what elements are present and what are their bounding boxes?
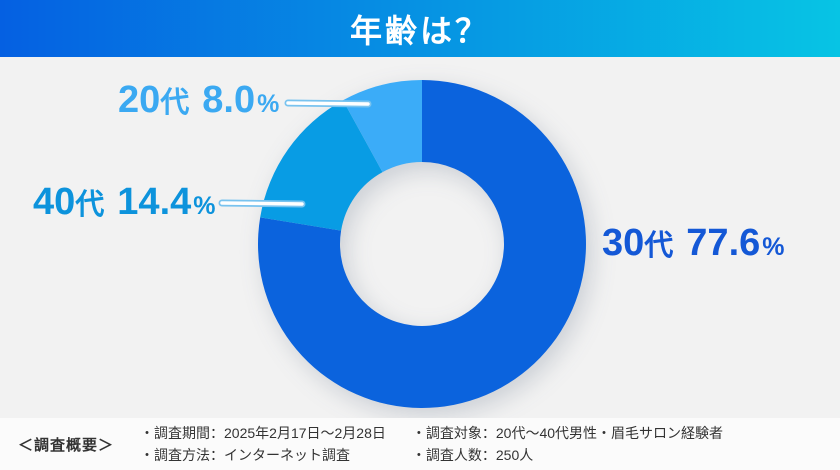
donut-segment-40代 [260, 100, 383, 231]
survey-count: ・調査人数：250人 [411, 447, 534, 463]
page-title: 年齢は？ [349, 12, 490, 49]
survey-overview-col2: ・調査対象：20代～40代男性・眉毛サロン経験者 ・調査人数：250人 [412, 422, 723, 466]
survey-target: ・調査対象：20代～40代男性・眉毛サロン経験者 [411, 425, 724, 441]
label-30s-age: 30 [602, 222, 645, 264]
label-20s-unit: % [257, 90, 280, 118]
donut-slices [257, 80, 586, 408]
label-20s: 20 代 8.0 % [118, 79, 279, 123]
label-30s: 30 代 77.6 % [602, 222, 785, 266]
label-20s-age: 20 [118, 79, 161, 121]
label-40s-value: 14.4 [117, 181, 192, 223]
chart-area: 20 代 8.0 % 40 代 14.4 % 30 代 77.6 % [0, 57, 840, 418]
label-30s-unit: % [762, 233, 785, 261]
survey-period: ・調査期間：2025年2月17日～2月28日 [140, 425, 386, 441]
label-20s-suffix: 代 [160, 87, 190, 119]
donut-segment-30代 [257, 80, 586, 408]
survey-overview-heading: ＜調査概要＞ [18, 436, 115, 454]
label-40s-suffix: 代 [75, 189, 105, 221]
survey-overview-footer: ＜調査概要＞ ・調査期間：2025年2月17日～2月28日 ・調査方法：インター… [0, 418, 840, 470]
label-40s-age: 40 [33, 181, 76, 223]
survey-method: ・調査方法：インターネット調査 [140, 447, 351, 463]
leader-lines [218, 99, 372, 208]
survey-overview-col1: ・調査期間：2025年2月17日～2月28日 ・調査方法：インターネット調査 [140, 422, 386, 466]
leader-line-40s [220, 201, 304, 206]
label-30s-suffix: 代 [644, 230, 674, 262]
label-20s-value: 8.0 [202, 79, 256, 121]
leader-line-20s [286, 101, 370, 106]
header-banner: 年齢は？ [0, 0, 840, 57]
label-30s-value: 77.6 [686, 222, 761, 264]
label-40s-unit: % [193, 192, 216, 220]
donut-chart [218, 80, 586, 408]
label-40s: 40 代 14.4 % [33, 181, 216, 225]
